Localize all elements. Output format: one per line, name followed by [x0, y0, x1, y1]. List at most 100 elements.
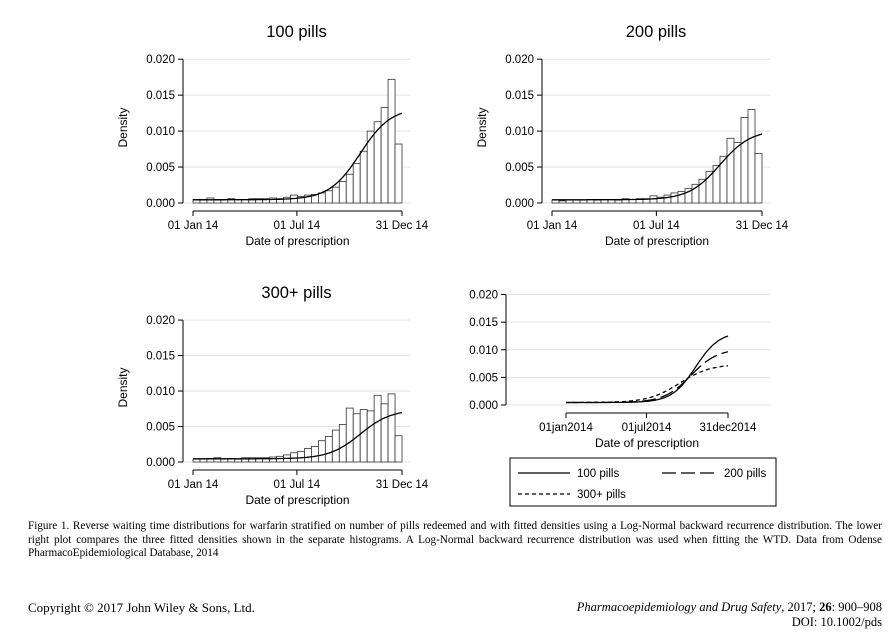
x-tick-label: 01 Jul 14	[274, 479, 321, 491]
x-tick-label: 31 Dec 14	[736, 220, 789, 232]
legend-box	[509, 457, 777, 507]
y-tick-label: 0.000	[469, 400, 498, 412]
x-tick-label: 01 Jan 14	[527, 220, 578, 232]
journal-pages: : 900–908	[831, 600, 882, 614]
histogram-bar	[352, 413, 361, 463]
histogram-bar	[297, 450, 305, 463]
histogram-bar	[551, 199, 560, 204]
histogram-bar	[565, 199, 574, 204]
histogram-bar	[331, 186, 340, 204]
chart-title: 200 pills	[626, 23, 687, 41]
y-tick-label: 0.000	[505, 198, 534, 210]
journal-volume: 26	[819, 600, 832, 614]
histogram-bar	[387, 78, 396, 204]
histogram-bar	[304, 448, 312, 463]
histogram-bar	[670, 192, 679, 204]
chart-title: 100 pills	[266, 23, 327, 41]
y-tick-label: 0.005	[505, 162, 534, 174]
y-tick-label: 0.015	[146, 90, 175, 102]
histogram-bar	[269, 197, 277, 204]
histogram-200-pills: 0.000 0.005 0.010 0.015 0.020 01 Jan 14 01 Jul…	[475, 23, 789, 248]
histogram-bar	[373, 394, 382, 463]
fitted-densities-comparison: 0.000 0.005 0.010 0.015 0.020 01jan2014 01jul2…	[469, 290, 777, 507]
x-axis-label: Date of prescription	[245, 493, 349, 507]
histogram-bar	[317, 192, 326, 204]
legend-label: 200 pills	[724, 468, 766, 480]
y-axis-label: Density	[116, 107, 130, 147]
x-tick-label: 31 Dec 14	[376, 220, 429, 232]
x-axis-label: Date of prescription	[595, 436, 699, 450]
y-tick-label: 0.010	[505, 126, 534, 138]
x-tick-label: 01 Jan 14	[168, 220, 219, 232]
y-tick-label: 0.005	[146, 162, 175, 174]
histogram-100-pills: 0.000 0.005 0.010 0.015 0.020 01 Jan 14 01 Jul…	[116, 23, 429, 248]
figure-panels: 0.000 0.005 0.010 0.015 0.020 01 Jan 14 01 Jul…	[116, 23, 789, 507]
histogram-bar	[394, 143, 403, 204]
x-axis-label: Date of prescription	[605, 234, 709, 248]
series-line	[566, 365, 729, 404]
histogram-bar	[387, 393, 396, 463]
chart-title: 300+ pills	[261, 284, 331, 302]
y-tick-label: 0.005	[469, 372, 498, 384]
copyright-notice: Copyright © 2017 John Wiley & Sons, Ltd.	[28, 600, 255, 615]
journal-year: , 2017;	[781, 600, 820, 614]
histogram-300-pills: 0.000 0.005 0.010 0.015 0.020 01 Jan 14 01 Jul…	[116, 284, 429, 507]
doi: DOI: 10.1002/pds	[791, 615, 882, 629]
y-tick-label: 0.000	[146, 198, 175, 210]
histogram-bar	[324, 190, 333, 204]
histogram-bar	[345, 407, 354, 463]
histogram-bar	[747, 109, 756, 204]
figure-caption: Figure 1. Reverse waiting time distribut…	[28, 520, 882, 559]
histogram-bar	[338, 423, 347, 463]
y-axis-label: Density	[475, 107, 489, 147]
y-tick-label: 0.020	[146, 54, 175, 66]
histogram-bar	[366, 410, 375, 463]
y-tick-label: 0.005	[146, 422, 175, 434]
histogram-bar	[380, 403, 389, 463]
histogram-bar	[290, 452, 298, 463]
histogram-bar	[345, 173, 354, 204]
y-tick-label: 0.020	[146, 315, 175, 327]
y-tick-label: 0.015	[469, 317, 498, 329]
x-tick-label: 01 Jul 14	[633, 220, 680, 232]
histogram-bar	[558, 200, 567, 204]
histogram-bar	[338, 181, 347, 204]
histogram-bar	[579, 199, 588, 204]
journal-citation: Pharmacoepidemiology and Drug Safety, 20…	[577, 600, 882, 630]
histogram-bar	[269, 456, 277, 463]
x-tick-label: 01 Jul 14	[274, 220, 321, 232]
histogram-bar	[359, 409, 368, 463]
x-tick-label: 31dec2014	[700, 422, 758, 434]
x-axis-label: Date of prescription	[245, 234, 349, 248]
histogram-bar	[593, 199, 602, 204]
histogram-bar	[740, 117, 749, 204]
histogram-bar	[199, 458, 208, 463]
journal-name: Pharmacoepidemiology and Drug Safety	[576, 600, 782, 614]
x-tick-label: 01jan2014	[539, 422, 593, 434]
histogram-bar	[206, 197, 215, 204]
histogram-bar	[324, 436, 333, 463]
histogram-bar	[754, 152, 763, 204]
histogram-bar	[220, 458, 229, 463]
y-tick-label: 0.010	[146, 126, 175, 138]
fitted-density-line	[193, 411, 403, 460]
histogram-bar	[317, 440, 326, 463]
histogram-bar	[359, 150, 368, 204]
x-tick-label: 01jul2014	[622, 422, 672, 434]
series-line	[566, 335, 729, 404]
legend-label: 300+ pills	[577, 489, 626, 501]
y-tick-label: 0.000	[146, 457, 175, 469]
fitted-density-line	[193, 112, 403, 201]
histogram-bar	[614, 199, 623, 204]
y-tick-label: 0.020	[469, 290, 498, 302]
histogram-bar	[733, 142, 742, 204]
histogram-bar	[192, 458, 201, 463]
y-tick-label: 0.010	[469, 345, 498, 357]
histogram-bar	[352, 163, 361, 204]
histogram-bar	[234, 458, 243, 463]
histogram-bar	[726, 137, 735, 204]
legend: 100 pills 200 pills 300+ pills	[509, 457, 777, 507]
series-line	[566, 351, 729, 404]
histogram-bar	[331, 429, 340, 463]
y-tick-label: 0.010	[146, 386, 175, 398]
